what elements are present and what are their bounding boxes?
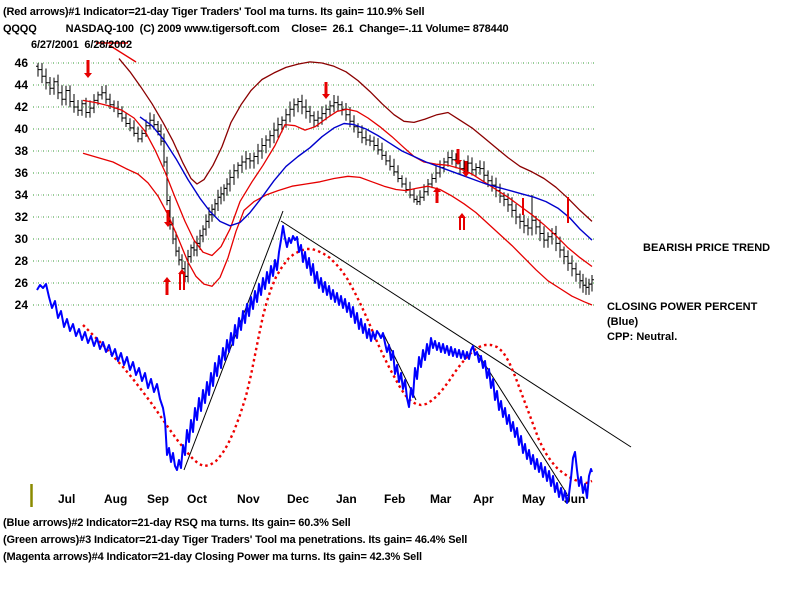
month-label-aug: Aug	[104, 492, 127, 506]
y-axis-tick-label: 36	[15, 166, 29, 180]
month-label-sep: Sep	[147, 492, 169, 506]
price-overlay-lines	[82, 58, 593, 306]
month-label-jan: Jan	[336, 492, 357, 506]
y-axis-tick-label: 24	[15, 298, 29, 312]
y-axis-tick-label: 40	[15, 122, 29, 136]
y-axis-labels: 46 44 42 40 38 36 34 32 30 28 26 24	[15, 56, 29, 312]
month-label-jul: Jul	[58, 492, 75, 506]
month-label-apr: Apr	[473, 492, 494, 506]
y-axis-tick-label: 38	[15, 144, 29, 158]
month-label-nov: Nov	[237, 492, 260, 506]
indicator1-summary: (Red arrows)#1 Indicator=21-day Tiger Tr…	[3, 6, 425, 18]
y-axis-tick-label: 32	[15, 210, 29, 224]
cpp-title-label: CLOSING POWER PERCENT	[607, 301, 758, 313]
month-label-mar: Mar	[430, 492, 452, 506]
signal-arrows	[84, 60, 470, 295]
cpp-status-label: CPP: Neutral.	[607, 331, 678, 343]
y-axis-tick-label: 28	[15, 254, 29, 268]
indicator3-summary: (Green arrows)#3 Indicator=21-day Tiger …	[3, 534, 468, 546]
y-axis-tick-label: 44	[15, 78, 29, 92]
date-annotation-strokes	[96, 42, 137, 63]
month-label-feb: Feb	[384, 492, 405, 506]
month-label-oct: Oct	[187, 492, 207, 506]
y-axis-tick-label: 34	[15, 188, 29, 202]
price-gridlines	[33, 62, 594, 306]
y-axis-tick-label: 42	[15, 100, 29, 114]
red-bar-highlights	[522, 197, 569, 223]
x-axis-month-labels: Jul Aug Sep Oct Nov Dec Jan Feb Mar Apr May Jun	[58, 492, 585, 506]
month-label-may: May	[522, 492, 546, 506]
symbol-quote-line: QQQQ NASDAQ-100 (C) 2009 www.tigersoft.c…	[3, 23, 509, 35]
y-axis-tick-label: 26	[15, 276, 29, 290]
cpp-color-label: (Blue)	[607, 316, 639, 328]
bearish-trend-label: BEARISH PRICE TREND	[643, 242, 771, 254]
y-axis-tick-label: 30	[15, 232, 29, 246]
indicator4-summary: (Magenta arrows)#4 Indicator=21-day Clos…	[3, 551, 422, 563]
y-axis-tick-label: 46	[15, 56, 29, 70]
closing-power-line	[36, 225, 593, 504]
indicator2-summary: (Blue arrows)#2 Indicator=21-day RSQ ma …	[3, 517, 351, 529]
month-label-dec: Dec	[287, 492, 309, 506]
date-range-label: 6/27/2001 6/28/2002	[31, 39, 132, 51]
price-ohlc-bars	[36, 63, 594, 295]
closing-power-ma-dotted	[82, 247, 593, 485]
